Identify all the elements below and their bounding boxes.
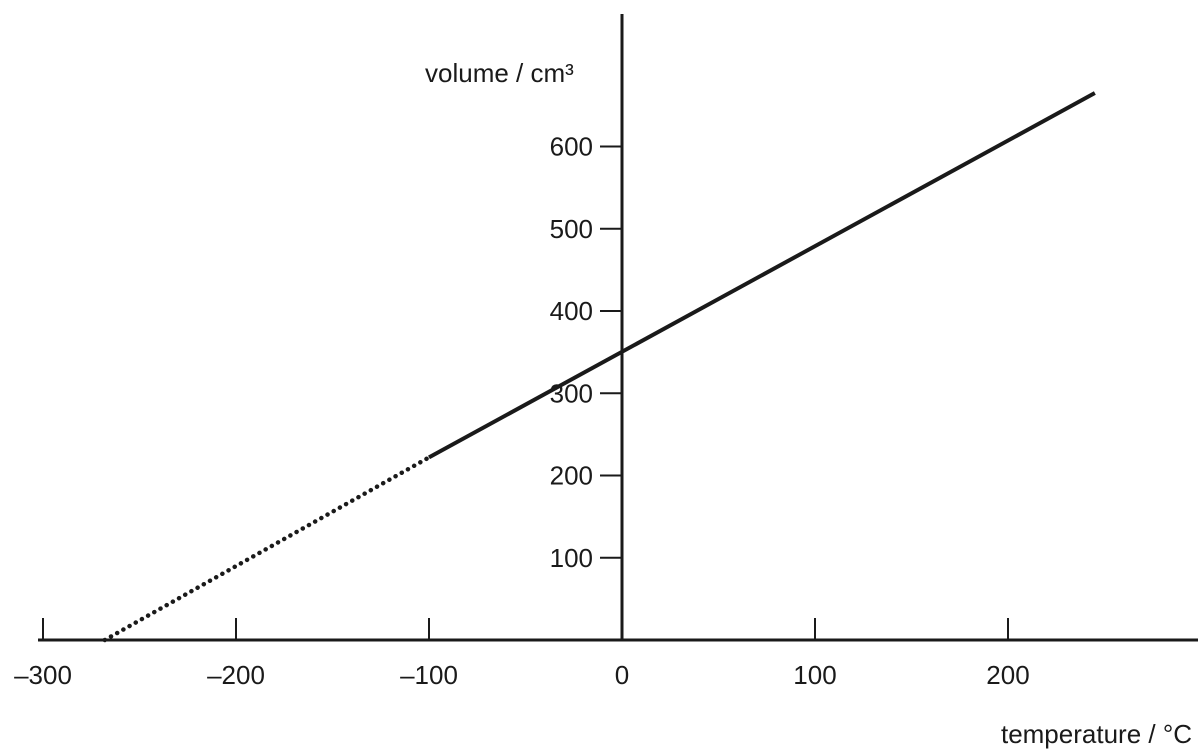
x-tick-label: 0 bbox=[615, 660, 629, 690]
series-layer bbox=[102, 91, 1096, 643]
series-line-measured bbox=[428, 91, 1096, 460]
y-tick-label: 100 bbox=[550, 543, 593, 573]
y-tick-label: 200 bbox=[550, 461, 593, 491]
y-tick-label: 600 bbox=[550, 132, 593, 162]
series-line-extrapolated bbox=[102, 455, 432, 643]
x-tick-label: –100 bbox=[400, 660, 458, 690]
x-tick-label: –300 bbox=[14, 660, 72, 690]
y-tick-label: 400 bbox=[550, 296, 593, 326]
y-tick-label: 500 bbox=[550, 214, 593, 244]
x-axis-title: temperature / °C bbox=[1001, 719, 1192, 749]
x-ticks: –300 –200 –100 0 100 200 bbox=[14, 618, 1030, 690]
y-axis-title: volume / cm³ bbox=[425, 58, 574, 88]
x-tick-label: –200 bbox=[207, 660, 265, 690]
x-tick-label: 200 bbox=[986, 660, 1029, 690]
x-tick-label: 100 bbox=[793, 660, 836, 690]
y-ticks: 100 200 300 400 500 600 bbox=[550, 132, 622, 573]
y-tick-label: 300 bbox=[550, 378, 593, 408]
